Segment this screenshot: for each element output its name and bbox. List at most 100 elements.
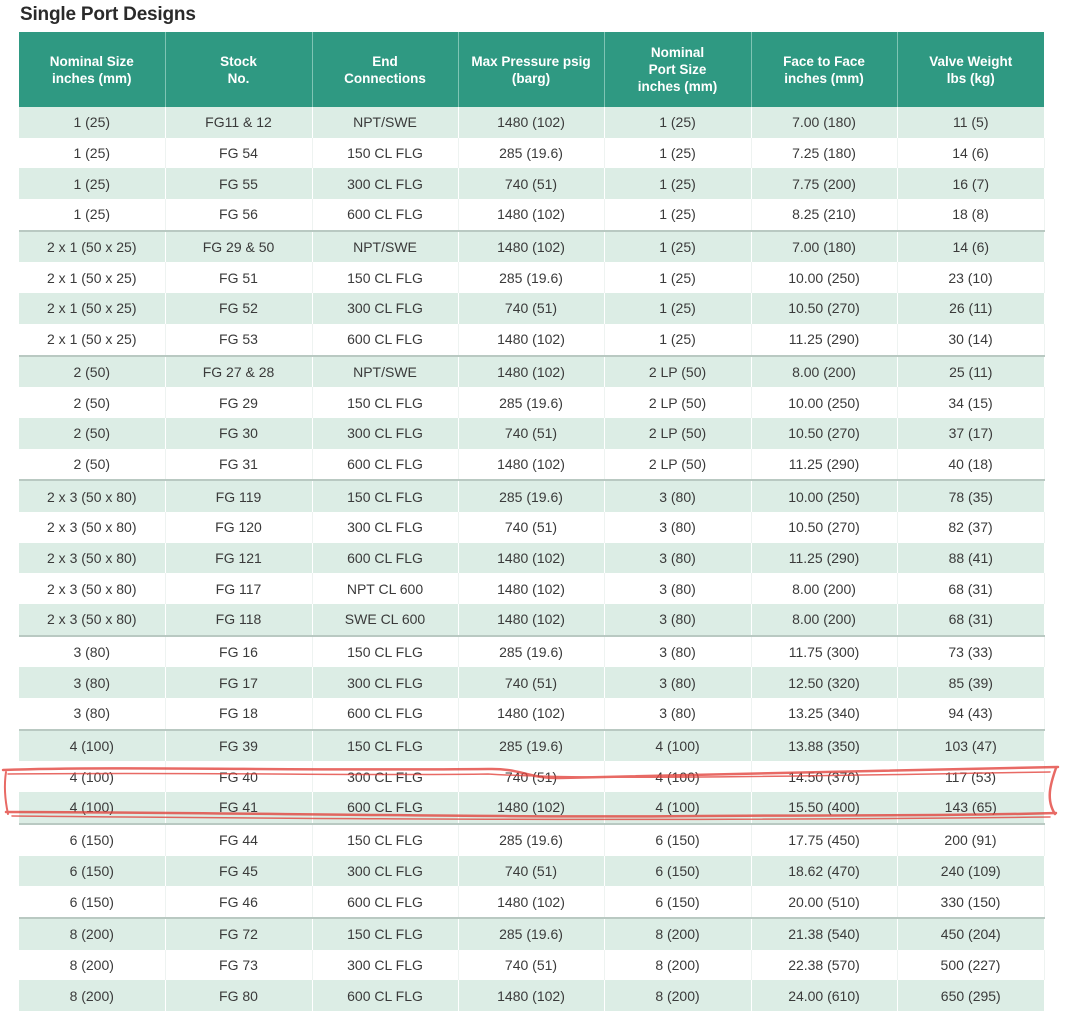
cell-stock-no: FG 46: [165, 886, 313, 918]
cell-nominal-size: 2 x 3 (50 x 80): [19, 573, 166, 604]
cell-stock-no: FG 18: [165, 698, 313, 730]
header-stock-no[interactable]: Stock No.: [165, 32, 313, 107]
table-row: 2 (50) FG 30 300 CL FLG 740 (51) 2 LP (50) 10…: [19, 417, 1044, 449]
cell-max-pressure: 285 (19.6): [458, 387, 605, 418]
cell-end-connections: NPT CL 600: [312, 573, 459, 604]
cell-valve-weight: 450 (204): [897, 916, 1044, 950]
cell-valve-weight: 26 (11): [897, 293, 1044, 324]
cell-stock-no: FG 56: [165, 199, 313, 231]
cell-end-connections: 300 CL FLG: [312, 667, 459, 699]
cell-port-size: 2 LP (50): [604, 417, 752, 449]
cell-stock-no: FG 39: [165, 728, 313, 762]
cell-stock-no: FG 117: [165, 573, 313, 604]
cell-max-pressure: 740 (51): [458, 417, 605, 449]
cell-valve-weight: 82 (37): [897, 511, 1045, 543]
cell-port-size: 3 (80): [604, 634, 752, 668]
cell-valve-weight: 68 (31): [897, 573, 1045, 604]
cell-end-connections: 600 CL FLG: [312, 323, 459, 356]
cell-max-pressure: 1480 (102): [458, 448, 605, 481]
cell-valve-weight: 240 (109): [897, 855, 1044, 887]
cell-end-connections: 600 CL FLG: [312, 698, 459, 730]
cell-valve-weight: 78 (35): [897, 479, 1044, 512]
cell-stock-no: FG 119: [165, 479, 313, 512]
cell-stock-no: FG 55: [165, 168, 313, 200]
cell-max-pressure: 740 (51): [458, 293, 605, 324]
cell-valve-weight: 18 (8): [897, 199, 1045, 231]
cell-port-size: 3 (80): [604, 542, 752, 574]
header-end-connections[interactable]: End Connections: [312, 32, 459, 107]
cell-face-to-face: 8.25 (210): [751, 199, 898, 231]
cell-max-pressure: 1480 (102): [458, 698, 605, 730]
cell-max-pressure: 740 (51): [458, 949, 605, 981]
cell-stock-no: FG 29 & 50: [165, 229, 313, 263]
cell-max-pressure: 285 (19.6): [458, 916, 605, 950]
table-row: 8 (200) FG 72 150 CL FLG 285 (19.6) 8 (200) 2…: [19, 916, 1044, 950]
cell-port-size: 3 (80): [604, 479, 752, 512]
cell-face-to-face: 7.00 (180): [751, 107, 898, 138]
table-row: 2 (50) FG 29 150 CL FLG 285 (19.6) 2 LP (50)…: [19, 387, 1045, 418]
cell-port-size: 6 (150): [604, 855, 752, 887]
cell-nominal-size: 8 (200): [19, 949, 166, 981]
cell-port-size: 2 LP (50): [604, 387, 752, 418]
cell-nominal-size: 3 (80): [19, 667, 166, 699]
cell-face-to-face: 12.50 (320): [751, 667, 898, 699]
table-row: 4 (100) FG 39 150 CL FLG 285 (19.6) 4 (100) 1…: [19, 728, 1044, 762]
cell-valve-weight: 14 (6): [897, 229, 1044, 263]
highlight-right-stroke: [1048, 766, 1058, 816]
header-max-pressure[interactable]: Max Pressure psig (barg): [458, 32, 605, 107]
cell-end-connections: 150 CL FLG: [312, 479, 459, 512]
table-row: 1 (25) FG11 & 12 NPT/SWE 1480 (102) 1 (25) 7.…: [19, 107, 1044, 138]
cell-nominal-size: 6 (150): [19, 855, 166, 887]
cell-end-connections: 150 CL FLG: [312, 137, 459, 169]
cell-nominal-size: 3 (80): [19, 634, 166, 668]
header-port-size[interactable]: Nominal Port Size inches (mm): [604, 32, 752, 107]
header-face-to-face[interactable]: Face to Face inches (mm): [751, 32, 898, 107]
header-valve-weight[interactable]: Valve Weight lbs (kg): [897, 32, 1044, 107]
cell-stock-no: FG 72: [165, 916, 313, 950]
cell-max-pressure: 1480 (102): [458, 542, 605, 574]
table-row: 1 (25) FG 54 150 CL FLG 285 (19.6) 1 (25) 7.2…: [19, 137, 1045, 169]
cell-nominal-size: 2 x 3 (50 x 80): [19, 542, 166, 574]
cell-port-size: 1 (25): [604, 323, 752, 356]
cell-end-connections: 150 CL FLG: [312, 387, 459, 418]
cell-port-size: 1 (25): [604, 262, 752, 294]
cell-nominal-size: 2 x 1 (50 x 25): [19, 323, 166, 356]
cell-valve-weight: 37 (17): [897, 417, 1044, 449]
cell-end-connections: 600 CL FLG: [312, 542, 459, 574]
cell-port-size: 3 (80): [604, 604, 752, 636]
cell-end-connections: NPT/SWE: [312, 229, 459, 263]
cell-valve-weight: 30 (14): [897, 323, 1045, 356]
header-nominal-size[interactable]: Nominal Size inches (mm): [19, 32, 166, 107]
cell-port-size: 2 LP (50): [604, 448, 752, 481]
cell-end-connections: 300 CL FLG: [312, 855, 459, 887]
table-row: 8 (200) FG 73 300 CL FLG 740 (51) 8 (200) 22.…: [19, 949, 1045, 981]
table-row: 6 (150) FG 46 600 CL FLG 1480 (102) 6 (150) 2…: [19, 886, 1045, 918]
cell-port-size: 6 (150): [604, 886, 752, 918]
cell-face-to-face: 10.00 (250): [751, 387, 898, 418]
cell-port-size: 8 (200): [604, 916, 752, 950]
cell-max-pressure: 1480 (102): [458, 107, 605, 138]
table-row: 6 (150) FG 45 300 CL FLG 740 (51) 6 (150) 18.…: [19, 855, 1044, 887]
cell-port-size: 1 (25): [604, 168, 752, 200]
cell-face-to-face: 13.88 (350): [751, 728, 898, 762]
cell-stock-no: FG 80: [165, 980, 313, 1011]
cell-nominal-size: 2 x 1 (50 x 25): [19, 229, 166, 263]
cell-face-to-face: 24.00 (610): [751, 980, 898, 1011]
cell-max-pressure: 740 (51): [458, 667, 605, 699]
cell-nominal-size: 2 (50): [19, 387, 166, 418]
cell-face-to-face: 10.00 (250): [751, 262, 898, 294]
cell-face-to-face: 11.25 (290): [751, 323, 898, 356]
cell-face-to-face: 7.25 (180): [751, 137, 898, 169]
cell-stock-no: FG 31: [165, 448, 313, 481]
table-row: 2 x 1 (50 x 25) FG 51 150 CL FLG 285 (19.6)…: [19, 262, 1045, 294]
cell-stock-no: FG 53: [165, 323, 313, 356]
cell-valve-weight: 25 (11): [897, 354, 1044, 388]
cell-max-pressure: 1480 (102): [458, 573, 605, 604]
cell-stock-no: FG 29: [165, 387, 313, 418]
cell-stock-no: FG 40: [165, 761, 313, 793]
cell-face-to-face: 20.00 (510): [751, 886, 898, 918]
cell-end-connections: 600 CL FLG: [312, 886, 459, 918]
cell-valve-weight: 330 (150): [897, 886, 1045, 918]
table-row: 1 (25) FG 56 600 CL FLG 1480 (102) 1 (25) 8.2…: [19, 199, 1045, 231]
cell-stock-no: FG 27 & 28: [165, 354, 313, 388]
